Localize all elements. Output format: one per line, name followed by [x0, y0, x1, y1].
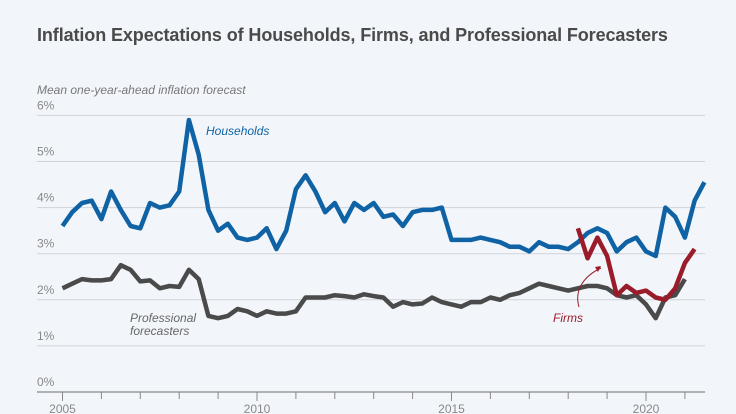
- professional-forecasters-label-line2: forecasters: [130, 324, 189, 338]
- y-tick-label: 1%: [37, 329, 55, 343]
- y-tick-label: 6%: [37, 98, 55, 112]
- x-tick-label: 2015: [438, 402, 465, 414]
- y-axis-label: Mean one-year-ahead inflation forecast: [37, 83, 246, 97]
- x-axis: 2005 2010 2015 2020: [37, 391, 705, 414]
- series-line-households: [60, 117, 707, 259]
- x-tick-label: 2005: [49, 402, 76, 414]
- firms-arrowhead: [595, 266, 601, 272]
- y-tick-label: 4%: [37, 191, 55, 205]
- y-tick-label: 3%: [37, 237, 55, 251]
- annotations: Households Firms Professional forecaster…: [130, 124, 602, 338]
- series-lines: [60, 117, 707, 321]
- households-label: Households: [206, 124, 269, 138]
- y-tick-label: 0%: [37, 375, 55, 389]
- series-line-professional-forecasters: [61, 262, 687, 321]
- professional-forecasters-label-line1: Professional: [130, 311, 196, 325]
- y-tick-labels: 0% 1% 2% 3% 4% 5% 6%: [37, 98, 55, 389]
- y-tick-label: 2%: [37, 283, 55, 297]
- x-tick-label: 2010: [244, 402, 271, 414]
- x-tick-label: 2020: [633, 402, 660, 414]
- firms-label: Firms: [553, 311, 583, 325]
- chart-title: Inflation Expectations of Households, Fi…: [37, 25, 668, 45]
- series-line-firms: [575, 227, 697, 303]
- y-tick-label: 5%: [37, 145, 55, 159]
